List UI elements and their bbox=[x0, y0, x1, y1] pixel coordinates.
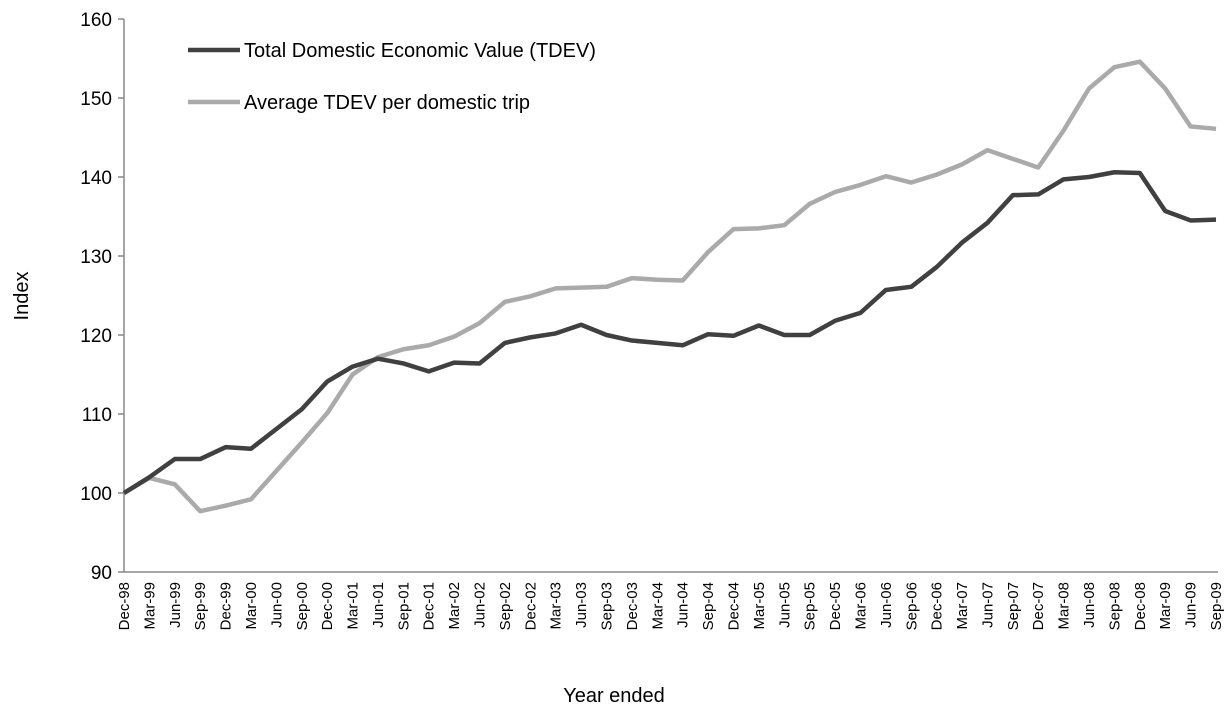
x-tick-label: Sep-01 bbox=[395, 582, 412, 630]
x-tick-label: Mar-03 bbox=[548, 582, 565, 630]
x-tick-label: Sep-05 bbox=[802, 582, 819, 630]
series-line bbox=[122, 59, 1217, 514]
x-tick-label: Dec-04 bbox=[725, 582, 742, 630]
x-tick-label: Dec-07 bbox=[1030, 582, 1047, 630]
x-tick-label: Mar-02 bbox=[446, 582, 463, 630]
x-tick-label: Dec-02 bbox=[522, 582, 539, 630]
x-tick-label: Sep-02 bbox=[497, 582, 514, 630]
x-tick-label: Mar-08 bbox=[1056, 582, 1073, 630]
x-tick-label: Jun-09 bbox=[1183, 582, 1200, 628]
x-tick-label: Dec-99 bbox=[218, 582, 235, 630]
x-tick-label: Jun-06 bbox=[878, 582, 895, 628]
y-tick-label: 90 bbox=[91, 563, 112, 584]
x-tick-label: Mar-04 bbox=[649, 582, 666, 630]
x-tick-label: Sep-03 bbox=[599, 582, 616, 630]
x-axis-title: Year ended bbox=[563, 685, 665, 707]
y-tick-label: 140 bbox=[80, 168, 112, 189]
x-tick-label: Jun-03 bbox=[573, 582, 590, 628]
x-tick-label: Sep-04 bbox=[700, 582, 717, 630]
x-tick-label: Jun-05 bbox=[776, 582, 793, 628]
x-tick-label: Dec-98 bbox=[116, 582, 133, 630]
x-tick-label: Dec-05 bbox=[827, 582, 844, 630]
x-tick-label: Sep-09 bbox=[1208, 582, 1225, 630]
x-tick-label: Jun-02 bbox=[472, 582, 489, 628]
legend-label: Average TDEV per domestic trip bbox=[244, 92, 530, 114]
x-tick-label: Jun-08 bbox=[1081, 582, 1098, 628]
y-tick-label: 160 bbox=[80, 10, 112, 31]
x-tick-label: Sep-07 bbox=[1005, 582, 1022, 630]
x-tick-label: Mar-00 bbox=[243, 582, 260, 630]
x-tick-label: Jun-04 bbox=[675, 582, 692, 628]
x-tick-label: Sep-06 bbox=[903, 582, 920, 630]
x-tick-label: Mar-09 bbox=[1157, 582, 1174, 630]
x-tick-label: Jun-07 bbox=[979, 582, 996, 628]
x-tick-label: Dec-03 bbox=[624, 582, 641, 630]
y-tick-label: 100 bbox=[80, 484, 112, 505]
series-line bbox=[122, 170, 1217, 495]
y-tick-label: 130 bbox=[80, 247, 112, 268]
x-tick-label: Mar-99 bbox=[141, 582, 158, 630]
x-tick-label: Sep-08 bbox=[1106, 582, 1123, 630]
x-tick-label: Mar-01 bbox=[345, 582, 362, 630]
y-axis-title: Index bbox=[11, 272, 33, 321]
y-tick-label: 110 bbox=[82, 405, 112, 426]
x-tick-label: Sep-00 bbox=[294, 582, 311, 630]
x-tick-label: Jun-01 bbox=[370, 582, 387, 628]
legend-label: Total Domestic Economic Value (TDEV) bbox=[244, 40, 596, 62]
x-tick-label: Dec-08 bbox=[1132, 582, 1149, 630]
x-tick-label: Dec-06 bbox=[929, 582, 946, 630]
x-tick-label: Mar-07 bbox=[954, 582, 971, 630]
x-tick-label: Mar-05 bbox=[751, 582, 768, 630]
x-tick-label: Dec-00 bbox=[319, 582, 336, 630]
x-tick-label: Jun-00 bbox=[268, 582, 285, 628]
x-tick-label: Sep-99 bbox=[192, 582, 209, 630]
y-tick-label: 120 bbox=[80, 326, 112, 347]
x-tick-label: Dec-01 bbox=[421, 582, 438, 630]
y-tick-label: 150 bbox=[80, 89, 112, 110]
x-tick-label: Jun-99 bbox=[167, 582, 184, 628]
x-tick-label: Mar-06 bbox=[852, 582, 869, 630]
